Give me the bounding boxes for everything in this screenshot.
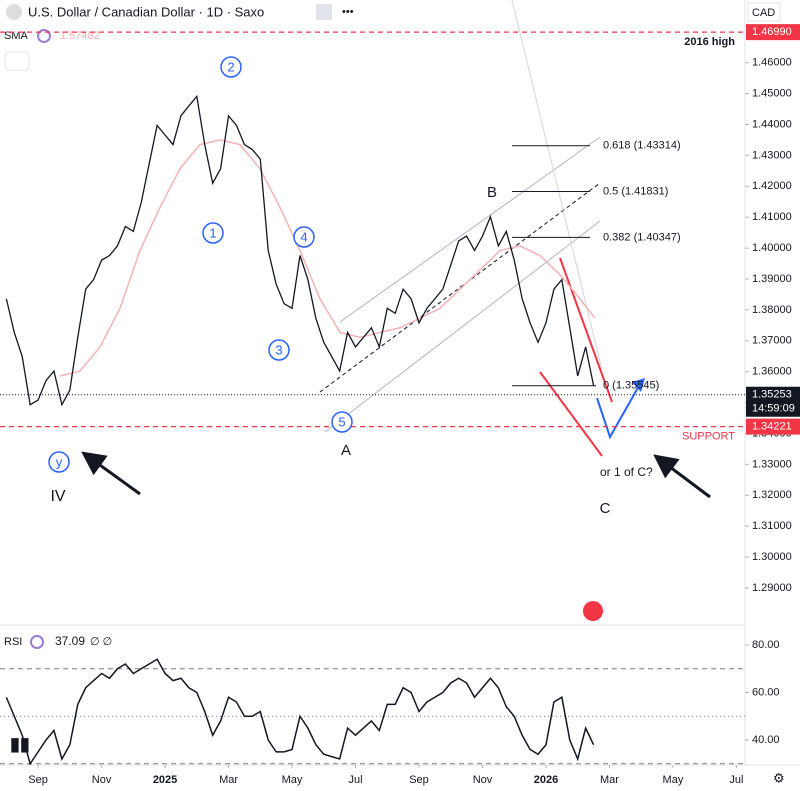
settings-button[interactable]: ⚙ bbox=[773, 770, 785, 785]
wave-label: 4 bbox=[300, 229, 307, 244]
x-tick-label: Mar bbox=[219, 774, 238, 786]
fib-label: 0.618 (1.43314) bbox=[603, 140, 681, 152]
currency-box bbox=[747, 2, 781, 22]
flag-icon bbox=[583, 601, 603, 621]
price-box bbox=[746, 418, 800, 435]
y-tick-label: 1.41000 bbox=[752, 211, 792, 223]
x-tick-label: Sep bbox=[409, 774, 429, 786]
sma-label: SMA bbox=[4, 30, 29, 42]
level-text: 2016 high bbox=[684, 36, 735, 48]
wave-circle bbox=[331, 411, 353, 433]
wave-text: B bbox=[487, 184, 497, 201]
rsi-value: 37.09 bbox=[55, 634, 85, 648]
wave-circle bbox=[202, 222, 224, 244]
sma-value: 1.57482 bbox=[60, 30, 100, 42]
x-tick-label: Jul bbox=[348, 774, 362, 786]
y-tick-label: 1.44000 bbox=[752, 118, 792, 130]
x-tick-label: May bbox=[663, 774, 684, 786]
level-text: SUPPORT bbox=[682, 431, 735, 443]
y-tick-label: 1.31000 bbox=[752, 520, 792, 532]
rsi-tick-label: 40.00 bbox=[752, 734, 780, 746]
rsi-extra: ∅ ∅ bbox=[90, 636, 112, 648]
button[interactable] bbox=[316, 4, 332, 20]
y-tick-label: 1.40000 bbox=[752, 242, 792, 254]
sma-icon bbox=[37, 29, 51, 43]
price-box-label: 1.34221 bbox=[752, 421, 792, 433]
plot-area bbox=[5, 94, 596, 407]
wave-circle bbox=[293, 226, 315, 248]
x-tick-label: Mar bbox=[600, 774, 619, 786]
fib-label: 0.382 (1.40347) bbox=[603, 231, 681, 243]
wave-circle bbox=[220, 56, 242, 78]
x-tick-label: Jul bbox=[729, 774, 743, 786]
last-price-label: 1.35253 bbox=[752, 389, 792, 401]
x-tick-label: Nov bbox=[473, 774, 493, 786]
wave-circle bbox=[268, 339, 290, 361]
more-button[interactable]: ••• bbox=[342, 6, 354, 18]
collapse-button[interactable] bbox=[4, 51, 30, 71]
y-tick-label: 1.43000 bbox=[752, 149, 792, 161]
x-tick-label: May bbox=[282, 774, 303, 786]
rsi-label: RSI bbox=[4, 636, 22, 648]
y-tick-label: 1.46000 bbox=[752, 57, 792, 69]
x-tick-label: 2025 bbox=[153, 774, 177, 786]
time-axis: Sep Nov 2025 Mar May Jul Sep Nov 2026 Mar May Jul bbox=[28, 765, 743, 786]
price-line bbox=[5, 94, 595, 407]
y-tick-label: 1.45000 bbox=[752, 88, 792, 100]
price-box bbox=[746, 24, 800, 41]
wave-label: 3 bbox=[275, 342, 282, 357]
wave-label: 2 bbox=[227, 59, 234, 74]
wave-label: 1 bbox=[209, 225, 216, 240]
wave-label: 5 bbox=[338, 414, 345, 429]
x-tick-label: Nov bbox=[92, 774, 112, 786]
y-tick-label: 1.38000 bbox=[752, 304, 792, 316]
y-tick-label: 1.33000 bbox=[752, 458, 792, 470]
wave-text: IV bbox=[50, 488, 65, 505]
wave-circle bbox=[48, 451, 70, 473]
wave-text: C bbox=[600, 500, 611, 517]
fib-label: 0 (1.35545) bbox=[603, 380, 659, 392]
fib-label: 0.5 (1.41831) bbox=[603, 185, 668, 197]
price-box-label: 1.46990 bbox=[752, 26, 792, 38]
rsi-line bbox=[5, 658, 595, 766]
wave-text: A bbox=[341, 442, 351, 459]
sma-line bbox=[59, 139, 596, 377]
rsi-tick-label: 80.00 bbox=[752, 639, 780, 651]
wave-text: or 1 of C? bbox=[600, 465, 653, 479]
countdown: 14:59:09 bbox=[752, 403, 795, 415]
y-tick-label: 1.42000 bbox=[752, 180, 792, 192]
symbol-icon bbox=[6, 4, 22, 20]
rsi-tick-label: 60.00 bbox=[752, 686, 780, 698]
x-tick-label: 2026 bbox=[534, 774, 558, 786]
last-price-box bbox=[746, 386, 800, 417]
rsi-icon bbox=[30, 635, 44, 649]
y-tick-label: 1.37000 bbox=[752, 335, 792, 347]
currency: CAD bbox=[752, 7, 775, 19]
x-tick-label: Sep bbox=[28, 774, 48, 786]
y-tick-label: 1.29000 bbox=[752, 582, 792, 594]
y-tick-label: 1.39000 bbox=[752, 273, 792, 285]
chart-title: U.S. Dollar / Canadian Dollar · 1D · Sax… bbox=[28, 4, 264, 19]
channel bbox=[81, 0, 711, 499]
y-tick-label: 1.36000 bbox=[752, 366, 792, 378]
y-tick-label: 1.32000 bbox=[752, 489, 792, 501]
wave-label: y bbox=[56, 454, 63, 469]
y-tick-label: 1.30000 bbox=[752, 551, 792, 563]
logo: ▮▮ bbox=[10, 734, 30, 754]
